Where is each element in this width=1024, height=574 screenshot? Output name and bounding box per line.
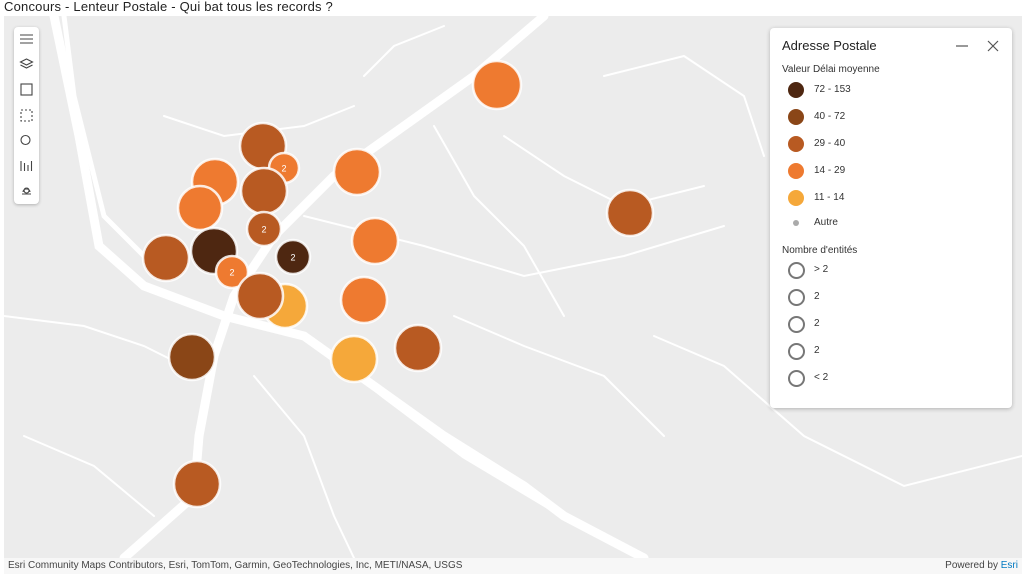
size-swatch [788,262,805,279]
class-swatch [788,163,804,179]
other-swatch [793,220,799,226]
feature-point[interactable] [332,147,382,197]
points: 2 2 2 2 [141,59,655,509]
feature-point[interactable] [329,334,379,384]
size-label: < 2 [814,372,829,383]
feature-point[interactable] [214,254,250,290]
size-heading: Nombre d'entités [782,245,858,256]
size-swatch [788,316,805,333]
legend-size: 2 [788,287,988,307]
legend-class: 11 - 14 [788,188,988,208]
feature-point[interactable] [167,332,217,382]
cluster-label: 2 [261,225,266,235]
feature-point[interactable] [239,166,289,216]
attribution-bar: Esri Community Maps Contributors, Esri, … [4,558,1022,574]
feature-point[interactable] [274,238,312,276]
legend-class: 29 - 40 [788,134,988,154]
size-swatch [788,370,805,387]
other-label: Autre [814,217,838,228]
class-swatch [788,136,804,152]
class-label: 40 - 72 [814,111,846,122]
legend-size: < 2 [788,368,988,388]
toolbar-icons [19,34,34,195]
class-swatch [788,190,804,206]
size-swatch [788,289,805,306]
qr-button[interactable] [20,83,33,96]
class-label: 14 - 29 [814,165,846,176]
attribution: Esri Community Maps Contributors, Esri, … [8,560,463,571]
feature-point[interactable] [141,233,191,283]
search-button[interactable] [20,134,31,146]
close-button[interactable] [987,40,999,52]
cluster-label: 2 [290,253,295,263]
class-swatch [788,109,804,125]
legend-title: Adresse Postale [782,38,877,53]
feature-point[interactable] [471,59,523,111]
esri-link[interactable]: Esri [1000,560,1018,571]
legend-other: Autre [788,213,988,233]
class-label: 11 - 14 [814,192,845,203]
legend-size: > 2 [788,260,988,280]
layers-button[interactable] [19,58,34,69]
legend-class: 72 - 153 [788,80,988,100]
chart-button[interactable] [20,161,33,171]
feature-point[interactable] [350,216,400,266]
map[interactable]: 2 2 2 2 Adresse Postale Valeur Délai moyenn… [4,16,1022,558]
menu-button[interactable] [20,34,33,44]
legend-size: 2 [788,314,988,334]
feature-point[interactable] [235,271,285,321]
cluster-label: 2 [229,268,234,278]
size-label: > 2 [814,264,829,275]
feature-point[interactable] [393,323,443,373]
select-button[interactable] [20,109,33,122]
legend-class: 40 - 72 [788,107,988,127]
feature-point[interactable] [605,188,655,238]
toolbar [14,27,39,204]
powered-text: Powered by [945,560,998,571]
legend-class: 14 - 29 [788,161,988,181]
class-label: 29 - 40 [814,138,846,149]
size-label: 2 [814,291,820,302]
user-button[interactable] [22,187,31,195]
map-canvas: 2 2 2 2 [4,16,1022,558]
cluster-label: 2 [281,164,286,174]
class-swatch [788,82,804,98]
feature-point[interactable] [339,275,389,325]
page-title: Concours - Lenteur Postale - Qui bat tou… [4,0,333,14]
feature-point[interactable] [172,459,222,509]
color-heading: Valeur Délai moyenne [782,64,880,75]
class-label: 72 - 153 [814,84,851,95]
feature-point[interactable] [176,184,224,232]
size-label: 2 [814,318,820,329]
panel-controls [956,40,999,52]
size-swatch [788,343,805,360]
legend-size: 2 [788,341,988,361]
size-label: 2 [814,345,820,356]
legend-panel: Adresse Postale Valeur Délai moyenne 72 … [770,28,1012,408]
powered-by: Powered by Esri [945,558,1018,574]
feature-point[interactable] [245,210,283,248]
